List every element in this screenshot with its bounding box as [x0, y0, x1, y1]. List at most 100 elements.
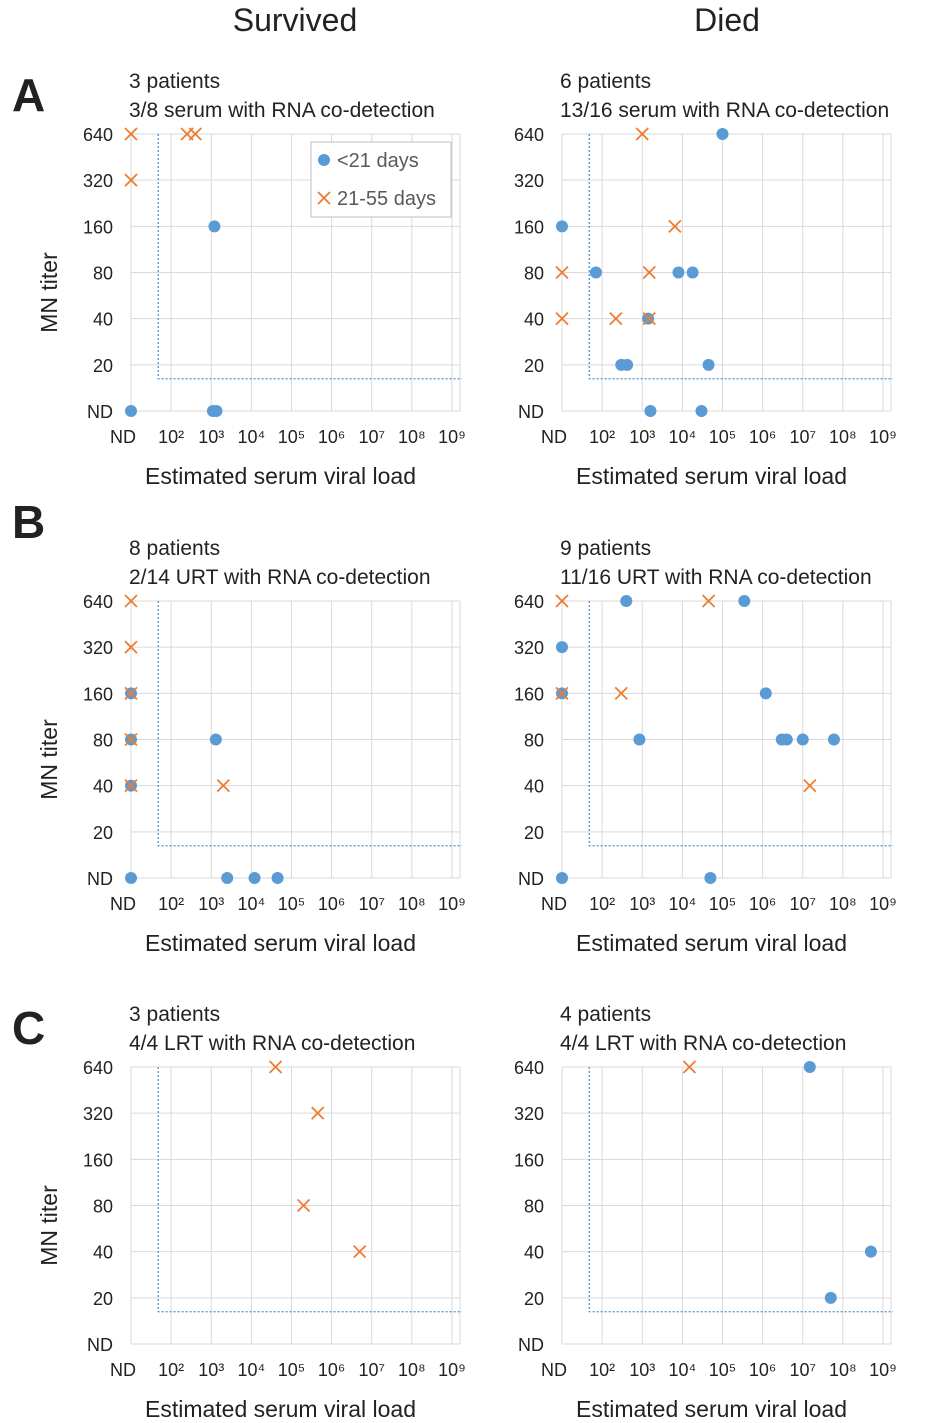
x-tick-label: 10⁴ — [668, 1360, 696, 1380]
point-early — [208, 220, 221, 233]
y-tick-label: 160 — [514, 1150, 544, 1170]
point-early — [827, 733, 840, 746]
point-early — [864, 1245, 877, 1258]
point-early — [704, 872, 717, 884]
panel-a-died: ND 20 40 80 160 320 640 ND 10² 10³ 10⁴ 10⁵ 10⁶ 10⁷ 10⁸… — [514, 70, 897, 489]
y-tick-label: ND — [87, 869, 113, 889]
panel-subtitle: 3/8 serum with RNA co-detection — [129, 99, 435, 122]
x-tick-label: 10⁸ — [398, 1360, 426, 1380]
y-tick-label: ND — [518, 869, 544, 889]
y-tick-label: 320 — [83, 1104, 113, 1124]
y-tick-label: 20 — [93, 1289, 113, 1309]
y-tick-label: ND — [87, 1335, 113, 1355]
x-tick-label: 10³ — [198, 894, 224, 914]
point-late — [296, 1198, 311, 1213]
x-tick-label: 10⁸ — [398, 427, 426, 447]
panel-subtitle: 2/14 URT with RNA co-detection — [129, 566, 431, 589]
y-tick-label: 640 — [83, 592, 113, 612]
point-early — [221, 872, 234, 884]
row-label-a: A — [12, 69, 46, 121]
point-late — [124, 173, 138, 187]
column-header-died: Died — [694, 2, 760, 38]
row-label-c: C — [12, 1002, 46, 1054]
x-tick-label: ND — [541, 1360, 567, 1380]
panel-c-survived: ND 20 40 80 160 320 640 ND 10² 10³ 10⁴ 10⁵ 10⁶ 10⁷ 10⁸… — [36, 1003, 466, 1422]
point-late — [555, 594, 569, 608]
detection-threshold-line — [588, 1067, 893, 1313]
detection-threshold-line — [588, 601, 893, 847]
x-tick-label: 10⁵ — [709, 1360, 736, 1380]
x-tick-label: ND — [541, 894, 567, 914]
point-early — [556, 641, 568, 654]
x-tick-label: 10⁹ — [438, 1360, 466, 1380]
x-tick-label: 10³ — [629, 427, 655, 447]
point-early — [716, 128, 729, 140]
y-tick-label: 160 — [83, 684, 113, 704]
x-axis-label: Estimated serum viral load — [576, 1396, 847, 1422]
x-tick-label: 10⁷ — [358, 427, 385, 447]
x-tick-label: 10² — [158, 427, 184, 447]
point-early — [695, 405, 708, 417]
y-tick-label: 640 — [514, 592, 544, 612]
x-tick-label: ND — [110, 894, 136, 914]
x-tick-label: 10⁹ — [869, 1360, 897, 1380]
x-axis-label: Estimated serum viral load — [576, 930, 847, 956]
x-tick-label: 10⁶ — [749, 427, 776, 447]
point-early — [209, 733, 222, 746]
y-tick-label: 640 — [514, 1058, 544, 1078]
point-late — [555, 312, 569, 326]
legend-label-early: <21 days — [337, 150, 419, 172]
x-tick-label: 10³ — [629, 1360, 655, 1380]
panel-subtitle: 13/16 serum with RNA co-detection — [560, 99, 889, 122]
point-late — [682, 1060, 697, 1074]
x-tick-label: 10⁷ — [358, 1360, 385, 1380]
panel-title: 3 patients — [129, 70, 220, 93]
x-tick-label: 10⁸ — [829, 427, 857, 447]
y-tick-label: 160 — [514, 217, 544, 237]
point-early — [633, 733, 646, 746]
y-axis-label: MN titer — [36, 1185, 62, 1266]
point-early — [759, 687, 772, 700]
x-tick-label: 10⁷ — [789, 894, 816, 914]
x-tick-label: 10⁹ — [869, 894, 897, 914]
y-tick-label: 40 — [524, 1243, 544, 1263]
point-early — [824, 1291, 837, 1304]
point-late — [353, 1245, 367, 1259]
panel-title: 8 patients — [129, 537, 220, 560]
x-tick-label: 10⁵ — [709, 427, 736, 447]
detection-threshold-line — [157, 134, 462, 380]
x-tick-label: 10⁴ — [237, 894, 265, 914]
panel-title: 9 patients — [560, 537, 651, 560]
y-tick-label: 320 — [514, 1104, 544, 1124]
x-tick-label: 10⁵ — [278, 894, 305, 914]
point-late — [124, 732, 138, 747]
detection-threshold-line — [588, 134, 893, 380]
x-tick-label: 10⁴ — [237, 427, 265, 447]
y-tick-label: 80 — [524, 264, 544, 284]
point-early — [738, 595, 751, 607]
y-tick-label: 160 — [83, 217, 113, 237]
detection-threshold-line — [157, 601, 462, 847]
point-early — [644, 405, 657, 417]
point-early — [803, 1061, 816, 1073]
y-tick-label: 20 — [524, 823, 544, 843]
panel-subtitle: 4/4 LRT with RNA co-detection — [560, 1032, 846, 1055]
y-tick-label: 20 — [93, 356, 113, 376]
x-tick-label: 10⁷ — [358, 894, 385, 914]
point-early — [686, 266, 699, 279]
y-tick-label: 320 — [83, 171, 113, 191]
x-tick-label: 10⁵ — [278, 427, 305, 447]
panel-subtitle: 11/16 URT with RNA co-detection — [560, 566, 872, 589]
point-late — [124, 779, 138, 793]
point-early — [620, 595, 633, 607]
x-tick-label: 10⁹ — [438, 427, 466, 447]
point-early — [702, 358, 715, 371]
x-tick-label: 10⁶ — [318, 427, 345, 447]
point-late — [635, 127, 649, 141]
y-tick-label: 80 — [524, 731, 544, 751]
point-late — [803, 779, 817, 793]
y-tick-label: ND — [518, 402, 544, 422]
column-header-survived: Survived — [232, 2, 358, 38]
x-tick-label: 10⁶ — [318, 1360, 345, 1380]
